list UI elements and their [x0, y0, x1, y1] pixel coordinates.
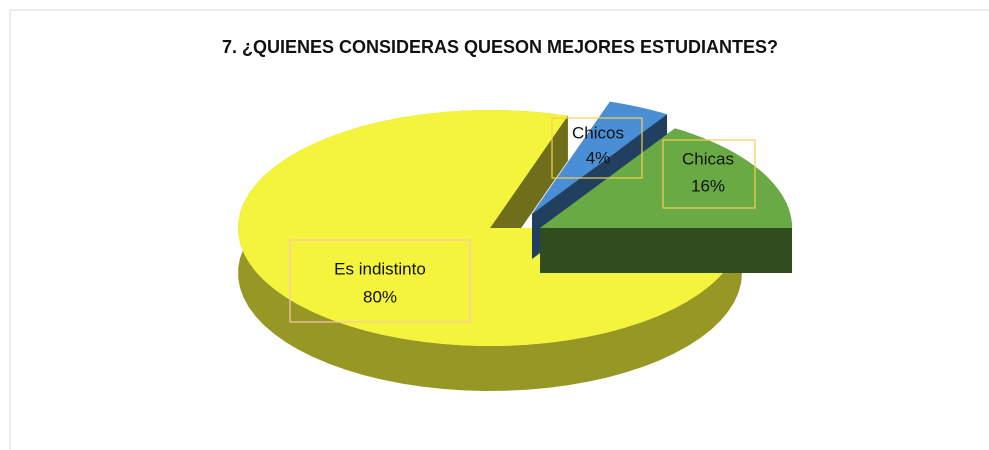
slice-top: [540, 128, 792, 228]
label-box: [551, 117, 643, 179]
slice: [540, 128, 792, 273]
slice-top: [532, 101, 668, 214]
slice-face: [540, 228, 792, 273]
slice-top: [238, 110, 742, 347]
value-label: 80%: [363, 287, 397, 306]
label-box: [662, 139, 756, 209]
chart-title: 7. ¿QUIENES CONSIDERAS QUESON MEJORES ES…: [222, 37, 778, 57]
value-label: 16%: [691, 176, 725, 195]
label-box: [289, 239, 471, 323]
category-label: Es indistinto: [334, 259, 426, 278]
category-label: Chicas: [682, 149, 734, 168]
value-label: 4%: [586, 148, 611, 167]
category-label: Chicos: [572, 123, 624, 142]
